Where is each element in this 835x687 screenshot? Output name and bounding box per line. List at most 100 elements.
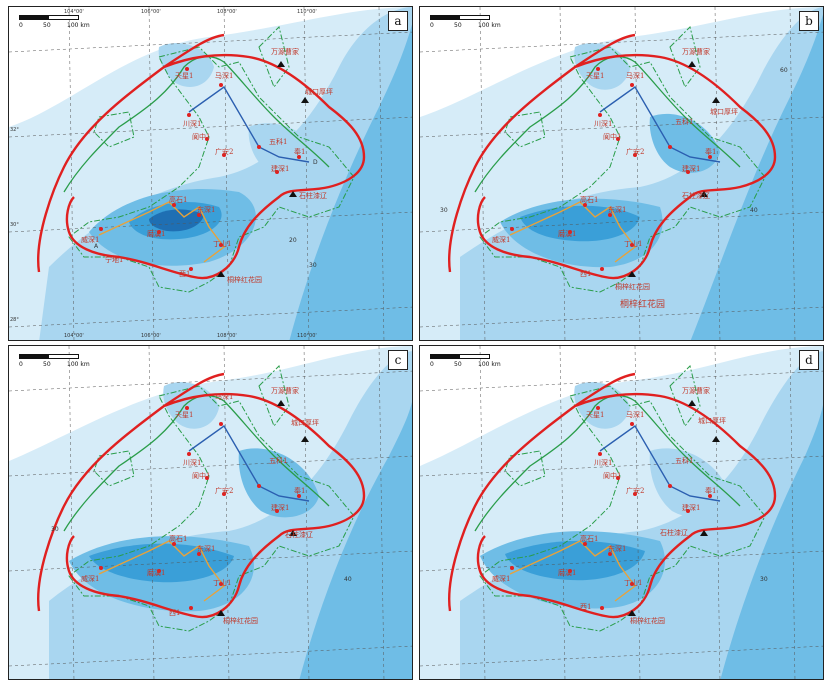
- label-shizhu: 石柱漆辽: [660, 529, 688, 537]
- contour-label-30: 30: [309, 262, 317, 269]
- contour-label-30: 30: [440, 207, 448, 214]
- label-weiyuan: 威深1: [81, 575, 100, 583]
- label-weiyuan: 威深1: [492, 236, 511, 244]
- label-mayuan: 马深1: [626, 411, 645, 419]
- label-langzhong: 阆中1: [192, 472, 211, 480]
- label-guangan: 广安2: [626, 148, 645, 156]
- label-chengkou: 城口厚坪: [305, 88, 333, 96]
- panel-letter-d: d: [799, 350, 819, 370]
- map-canvas-c: [9, 346, 412, 679]
- coord-lon-3: 108°00': [217, 9, 237, 15]
- label-mayuan: 马深1: [215, 393, 234, 401]
- label-langzhong: 阆中1: [603, 133, 622, 141]
- contour-label-30: 30: [51, 526, 59, 533]
- label-lujiao: 桐梓红花园: [630, 617, 665, 625]
- label-langzhong: 阆中1: [603, 472, 622, 480]
- scale-bar-graphic: [430, 354, 490, 359]
- scale-label-zero: 0: [19, 361, 23, 368]
- label-fengjie: 奉1: [705, 148, 717, 156]
- outcrop-triangles: [217, 61, 309, 277]
- label-gaoshi: 高石1: [580, 535, 599, 543]
- map-panel-c: 0 50 100 km c 万源曹家 城口厚坪 天星1 马深1 川深1 阆中1 …: [8, 345, 413, 680]
- profile-end-d: D: [313, 159, 318, 166]
- map-panel-d: 0 50 100 km d 万源曹家 城口厚坪 天星1 马深1 川深1 阆中1 …: [419, 345, 824, 680]
- coord-lon-bottom-4: 110°00': [297, 333, 317, 339]
- label-donggu: 东深1: [608, 545, 627, 553]
- scale-bar-graphic: [430, 15, 490, 20]
- label-chuanshen: 川深1: [594, 459, 613, 467]
- label-wuke: 五科1: [675, 118, 694, 126]
- label-tianxing: 天星1: [175, 72, 194, 80]
- label-xixin: 西1: [580, 603, 592, 611]
- scale-bar: 0 50 100 km: [430, 15, 501, 35]
- label-wuke: 五科1: [675, 457, 694, 465]
- map-panel-b: 0 50 100 km b 万源曹家 城口厚坪 天星1 马深1 川深1 阆中1 …: [419, 6, 824, 341]
- label-shizhu: 石柱漆辽: [299, 192, 327, 200]
- scale-label-mid: 50: [43, 361, 51, 368]
- label-xixin: 西1: [580, 270, 592, 278]
- label-weiyuan: 威深1: [81, 236, 100, 244]
- scale-label-mid: 50: [454, 22, 462, 29]
- label-fengjie: 奉1: [705, 487, 717, 495]
- label-mayuan: 马深1: [626, 72, 645, 80]
- panel-letter-a: a: [388, 11, 408, 31]
- coord-lon-1: 104°00': [64, 9, 84, 15]
- shade-east-blob: [248, 123, 319, 177]
- label-wuke: 五科1: [269, 457, 288, 465]
- label-guangan: 广安2: [215, 148, 234, 156]
- label-mayuan: 马深1: [215, 72, 234, 80]
- contour-label-40: 40: [750, 207, 758, 214]
- scale-label-end: 100 km: [67, 22, 90, 29]
- label-dingshan: 丁山1: [624, 240, 643, 248]
- label-jianshen: 建深1: [271, 165, 290, 173]
- scale-label-zero: 0: [430, 361, 434, 368]
- scale-bar: 0 50 100 km: [19, 15, 90, 35]
- label-wanyuan: 万源曹家: [682, 387, 710, 395]
- contour-label-20: 20: [289, 237, 297, 244]
- scale-label-zero: 0: [430, 22, 434, 29]
- label-moxi: 磨溪1: [558, 569, 577, 577]
- label-dingshan: 丁山1: [213, 579, 232, 587]
- coord-lon-bottom-2: 106°00': [141, 333, 161, 339]
- contour-label-60: 60: [780, 67, 788, 74]
- label-donggu: 东深1: [197, 206, 216, 214]
- label-jianshen: 建深1: [271, 504, 290, 512]
- label-wanyuan: 万源曹家: [271, 48, 299, 56]
- map-canvas-b: [420, 7, 823, 340]
- label-lujiao: 桐梓红花园: [223, 617, 258, 625]
- label-wanyuan: 万源曹家: [682, 48, 710, 56]
- label-chuanshen: 川深1: [183, 120, 202, 128]
- label-ningdi: 宁地1: [105, 256, 124, 264]
- label-chengkou: 城口厚坪: [698, 417, 726, 425]
- coord-lon-bottom-1: 104°00': [64, 333, 84, 339]
- label-jianshen: 建深1: [682, 165, 701, 173]
- contour-label-30: 30: [760, 576, 768, 583]
- label-chuanshen: 川深1: [183, 459, 202, 467]
- scale-label-end: 100 km: [478, 361, 501, 368]
- scale-label-zero: 0: [19, 22, 23, 29]
- scale-label-mid: 50: [454, 361, 462, 368]
- label-lujiao: 桐梓红花园: [615, 283, 650, 291]
- basin-outline: [37, 33, 366, 280]
- shade-band-3: [289, 24, 412, 340]
- label-gaoshi: 高石1: [580, 196, 599, 204]
- coord-lon-2: 106°00': [141, 9, 161, 15]
- profile-end-a: A: [94, 243, 99, 250]
- label-moxi: 磨溪1: [147, 569, 166, 577]
- scale-label-end: 100 km: [478, 22, 501, 29]
- scale-bar-graphic: [19, 15, 79, 20]
- label-dingshan: 丁山1: [213, 240, 232, 248]
- scale-label-mid: 50: [43, 22, 51, 29]
- label-wuke: 五科1: [269, 138, 288, 146]
- contour-label-40: 40: [344, 576, 352, 583]
- shade-band-6: [149, 209, 204, 232]
- scale-bar: 0 50 100 km: [430, 354, 501, 374]
- label-tianxing: 天星1: [586, 411, 605, 419]
- label-shizhu: 石柱漆辽: [285, 531, 313, 539]
- label-guangan: 广安2: [215, 487, 234, 495]
- label-wanyuan: 万源曹家: [271, 387, 299, 395]
- scale-bar-graphic: [19, 354, 79, 359]
- label-donggu: 东深1: [608, 206, 627, 214]
- label-shizhu: 石柱漆辽: [682, 192, 710, 200]
- label-jianshen: 建深1: [682, 504, 701, 512]
